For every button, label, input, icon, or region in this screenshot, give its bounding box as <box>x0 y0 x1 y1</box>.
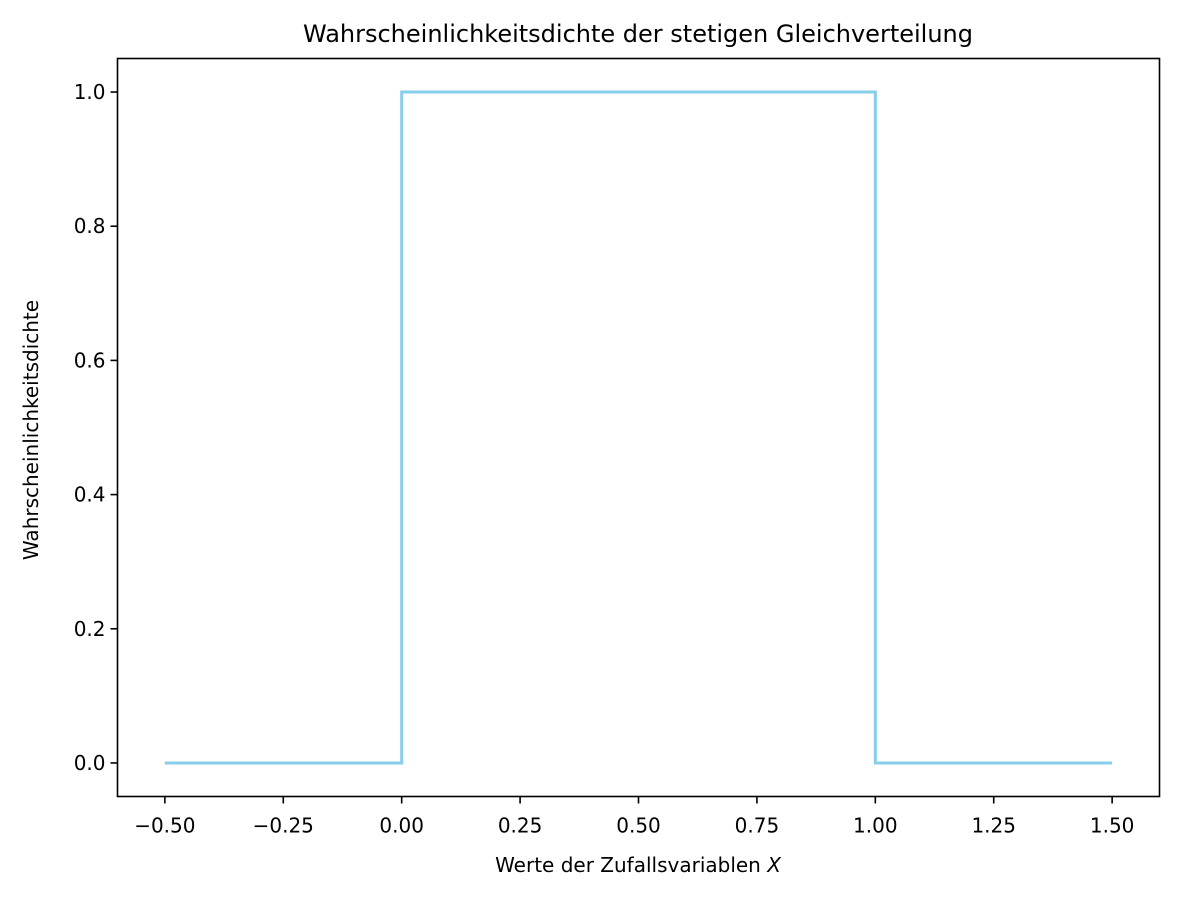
x-tick-label: 1.25 <box>971 814 1016 838</box>
x-tick-label: 0.25 <box>498 814 543 838</box>
chart-title: Wahrscheinlichkeitsdichte der stetigen G… <box>303 20 973 48</box>
y-tick-label: 0.0 <box>74 751 106 775</box>
plot-area <box>164 90 1113 765</box>
y-tick-label: 0.4 <box>74 483 106 507</box>
x-tick-label: 0.75 <box>735 814 780 838</box>
x-axis-label: Werte der Zufallsvariablen X <box>495 853 782 877</box>
x-axis: −0.50 −0.25 0.00 0.25 0.50 0.75 1.00 1.25 1.50 <box>134 796 1135 838</box>
x-tick-label: 1.50 <box>1090 814 1135 838</box>
x-tick-label: 1.00 <box>853 814 898 838</box>
x-tick-label: −0.25 <box>253 814 314 838</box>
y-tick-label: 0.6 <box>74 348 106 372</box>
y-tick-label: 1.0 <box>74 80 106 104</box>
y-axis-label: Wahrscheinlichkeitsdichte <box>19 300 43 560</box>
x-axis-label-text: Werte der Zufallsvariablen <box>495 853 767 877</box>
y-tick-label: 0.2 <box>74 617 106 641</box>
series-line-0 <box>164 90 1113 765</box>
x-axis-label-variable: X <box>766 853 782 877</box>
axes-frame <box>116 57 1161 798</box>
y-axis: 0.0 0.2 0.4 0.6 0.8 1.0 <box>74 80 118 775</box>
x-tick-label: 0.50 <box>616 814 661 838</box>
y-tick-label: 0.8 <box>74 214 106 238</box>
x-tick-label: −0.50 <box>134 814 195 838</box>
x-tick-label: 0.00 <box>379 814 424 838</box>
